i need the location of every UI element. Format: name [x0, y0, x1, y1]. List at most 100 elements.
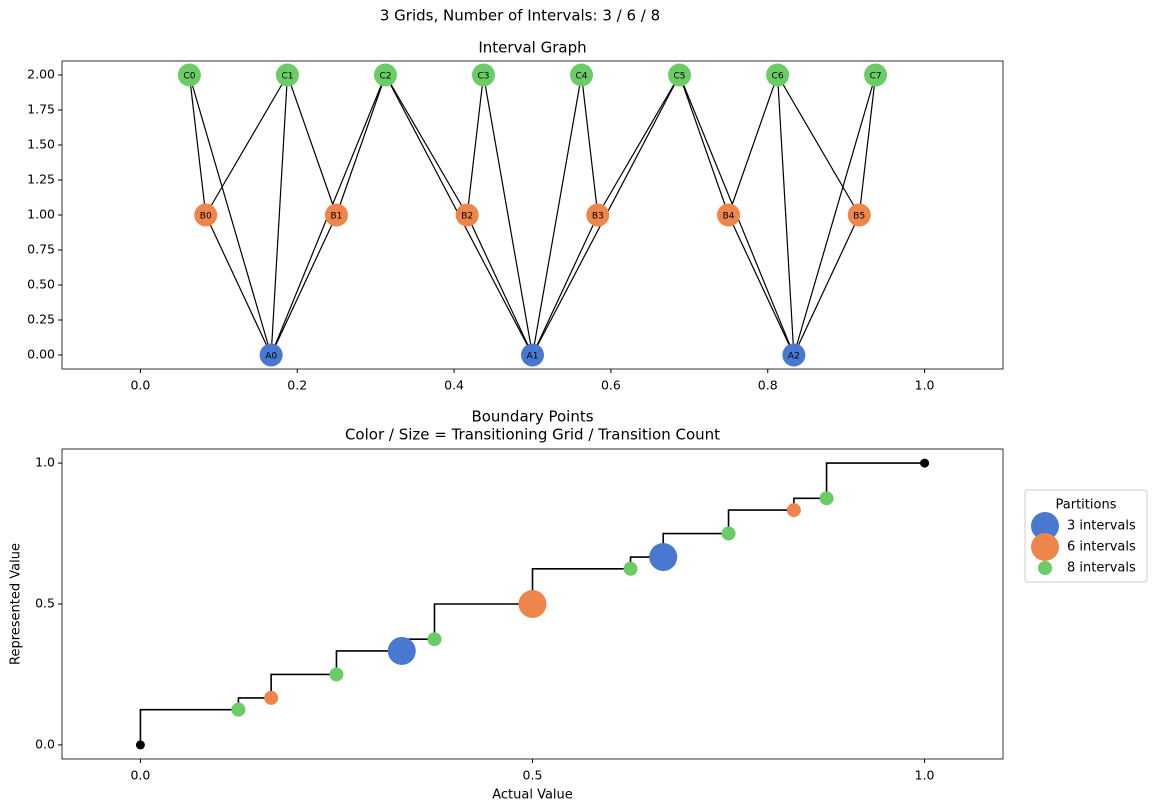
axes-frame: [61, 448, 1004, 760]
edge: [777, 74, 860, 216]
y-tick-label: 1.0: [35, 455, 55, 470]
boundary-point: [721, 526, 736, 541]
node: [194, 203, 218, 227]
node: [521, 343, 544, 367]
edge: [335, 74, 387, 216]
edge: [270, 214, 338, 356]
node: [275, 63, 299, 87]
legend-marker: [1038, 561, 1052, 575]
node: [455, 203, 479, 227]
boundary-point: [786, 503, 801, 518]
node: [717, 203, 741, 227]
legend-marker: [1031, 512, 1059, 540]
x-tick-label: 0.8: [758, 378, 778, 393]
node: [668, 63, 692, 87]
x-tick-label: 0.0: [130, 378, 150, 393]
edge: [286, 74, 338, 216]
legend-box: [1024, 489, 1148, 583]
legend-label: 6 intervals: [1067, 540, 1136, 555]
node: [324, 203, 348, 227]
node-label: C2: [379, 72, 391, 82]
axes-title: Boundary Points: [471, 408, 593, 426]
x-tick-label: 1.0: [915, 768, 935, 783]
edge: [597, 74, 681, 216]
edge: [727, 214, 795, 356]
legend-label: 3 intervals: [1067, 519, 1136, 534]
boundary-point: [387, 636, 416, 665]
y-tick-label: 0.5: [35, 596, 55, 611]
edge: [531, 214, 599, 356]
y-tick-label: 0.25: [27, 312, 55, 327]
y-axis-label: Represented Value: [9, 543, 24, 665]
node-label: B5: [853, 212, 865, 222]
edge: [466, 74, 485, 216]
node: [570, 63, 594, 87]
legend-title: Partitions: [1056, 498, 1117, 513]
node-label: A2: [788, 352, 800, 362]
boundary-point: [329, 667, 344, 682]
edge: [858, 74, 877, 216]
legend-marker: [1031, 533, 1059, 561]
endpoint: [135, 740, 145, 750]
edge: [205, 74, 288, 216]
node-label: C3: [477, 72, 489, 82]
edge: [482, 74, 534, 356]
node-label: B4: [723, 212, 735, 222]
x-axis-label: Actual Value: [492, 788, 573, 803]
boundary-point: [264, 690, 279, 705]
node: [373, 63, 397, 87]
x-tick-label: 0.6: [601, 378, 621, 393]
y-tick-label: 0.00: [27, 347, 55, 362]
node-label: C4: [576, 72, 588, 82]
x-tick-label: 0.5: [523, 768, 543, 783]
node: [847, 203, 871, 227]
axes-title: Color / Size = Transitioning Grid / Tran…: [345, 426, 720, 444]
boundary-point: [231, 702, 246, 717]
edge: [205, 214, 272, 356]
node-label: C0: [183, 72, 195, 82]
edge: [384, 74, 468, 216]
endpoint: [920, 458, 930, 468]
x-tick-label: 0.2: [287, 378, 307, 393]
node-label: B3: [592, 212, 604, 222]
y-tick-label: 2.00: [27, 67, 55, 82]
boundary-point: [649, 543, 678, 572]
y-tick-label: 0.75: [27, 242, 55, 257]
edge: [580, 74, 599, 216]
edge: [188, 74, 207, 216]
node: [259, 343, 283, 367]
node-label: A0: [265, 352, 277, 362]
boundary-point: [518, 590, 547, 618]
figure-title: 3 Grids, Number of Intervals: 3 / 6 / 8: [380, 7, 660, 25]
edge: [188, 74, 272, 356]
node: [766, 63, 790, 87]
legend-label: 8 intervals: [1067, 561, 1136, 576]
edge: [678, 74, 730, 216]
y-tick-label: 1.75: [27, 102, 55, 117]
node-label: C5: [674, 72, 686, 82]
node-label: A1: [527, 352, 539, 362]
node: [586, 203, 610, 227]
axes-frame: [61, 60, 1004, 370]
y-tick-label: 0.50: [27, 277, 55, 292]
node-label: B2: [461, 212, 473, 222]
edge: [793, 74, 877, 356]
y-tick-label: 1.25: [27, 172, 55, 187]
boundary-point: [427, 632, 442, 647]
y-tick-label: 1.50: [27, 137, 55, 152]
node-label: C7: [870, 72, 882, 82]
node: [864, 63, 888, 87]
x-tick-label: 1.0: [915, 378, 935, 393]
node-label: B0: [200, 212, 212, 222]
y-tick-label: 0.0: [35, 736, 55, 751]
legend: Partitions 3 intervals 6 intervals 8 interv…: [1024, 489, 1148, 583]
x-tick-label: 0.0: [130, 768, 150, 783]
node: [177, 63, 201, 87]
edge: [270, 74, 289, 356]
edge: [776, 74, 795, 356]
axes-title: Interval Graph: [478, 39, 586, 57]
node-label: B1: [331, 212, 343, 222]
boundary-point: [819, 491, 834, 506]
boundary-point: [623, 561, 638, 576]
